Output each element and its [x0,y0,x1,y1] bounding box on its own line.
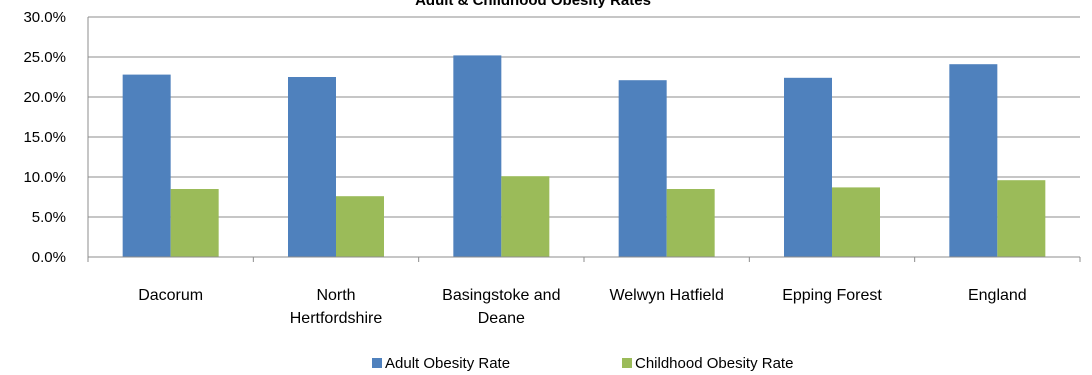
legend-label: Adult Obesity Rate [385,355,510,372]
gridlines [88,16,1080,218]
x-tick-label: England [968,287,1027,304]
legend: Adult Obesity Rate Childhood Obesity Rate [372,355,793,372]
bar-adult-1 [288,77,336,257]
y-tick-label: 30.0% [23,9,66,26]
bar-childhood-3 [666,189,715,257]
x-tick-label: Welwyn Hatfield [609,287,723,304]
bar-childhood-4 [832,187,880,257]
legend-swatch [622,358,632,368]
bars [122,55,1046,258]
bar-adult-3 [618,80,667,257]
bar-adult-0 [122,74,171,257]
x-axis-ticks: Dacorum North Hertfordshire Basingstoke and… [138,287,1026,327]
bar-childhood-2 [501,176,550,257]
y-tick-label: 25.0% [23,49,66,66]
x-axis [87,17,1081,262]
y-tick-label: 0.0% [32,249,66,266]
x-tick-label: North Hertfordshire [290,287,383,327]
bar-adult-5 [949,64,998,257]
y-tick-label: 10.0% [23,169,66,186]
x-tick-label: Dacorum [138,287,203,304]
y-axis-ticks: 0.0% 5.0% 10.0% 15.0% 20.0% 25.0% 30.0% [23,9,66,266]
bar-childhood-1 [336,196,384,257]
legend-label: Childhood Obesity Rate [635,355,793,372]
y-tick-label: 15.0% [23,129,66,146]
bar-childhood-5 [997,180,1046,257]
y-tick-label: 5.0% [32,209,66,226]
x-tick-label: Epping Forest [782,287,882,304]
chart-title: Adult & Childhood Obesity Rates [415,0,651,9]
bar-adult-2 [453,55,502,258]
bar-adult-4 [784,77,832,257]
legend-swatch [372,358,382,368]
x-tick-label: Basingstoke and Deane [442,287,560,327]
y-tick-label: 20.0% [23,89,66,106]
bar-childhood-0 [170,189,219,257]
